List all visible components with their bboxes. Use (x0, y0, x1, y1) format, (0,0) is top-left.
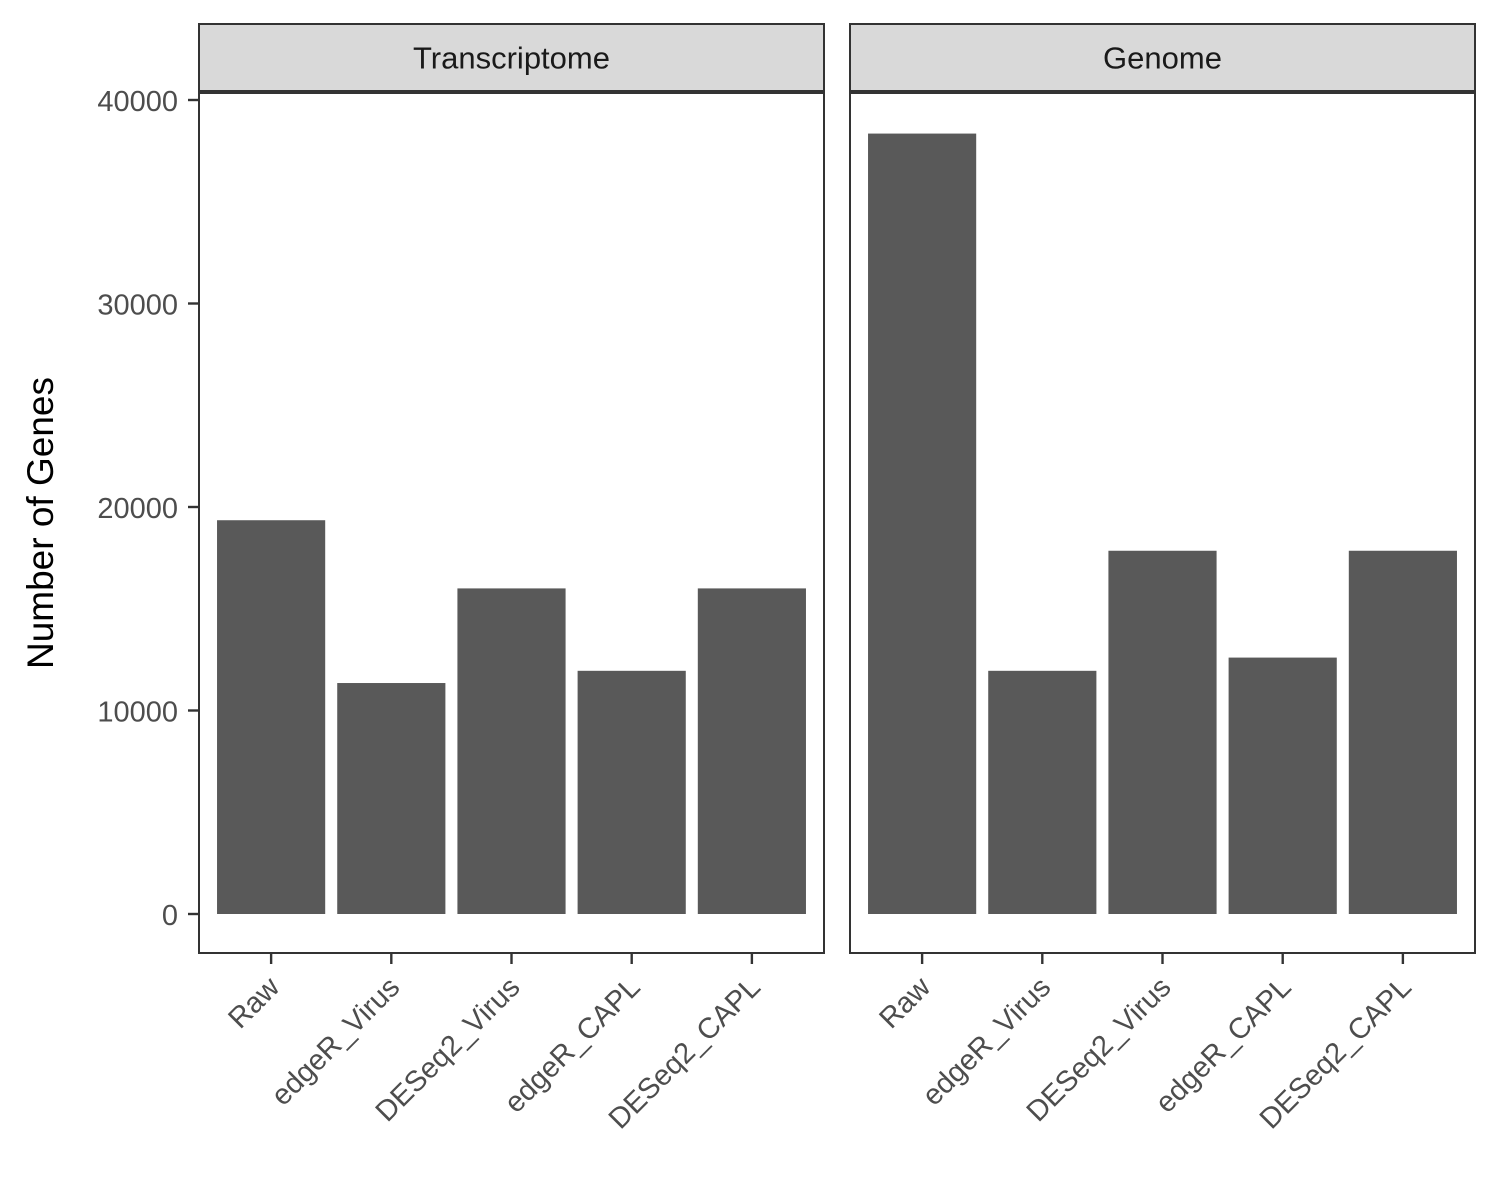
bar-raw (868, 133, 977, 914)
y-tick-label: 0 (162, 900, 178, 932)
facet-title: Genome (1103, 41, 1222, 76)
x-tick-label: Raw (222, 971, 286, 1035)
facet-panels: TranscriptomeRawedgeR_VirusDESeq2_Viruse… (198, 23, 1476, 1135)
bar-deseq2-virus (1108, 550, 1217, 914)
bar-edger-virus (337, 683, 446, 914)
bar-edger-capl (577, 670, 686, 914)
bar-raw (217, 520, 326, 914)
bar-edger-capl (1228, 657, 1337, 914)
y-axis-label: Number of Genes (20, 377, 61, 669)
bar-deseq2-capl (1348, 550, 1457, 914)
facet-panel-transcriptome: TranscriptomeRawedgeR_VirusDESeq2_Viruse… (198, 23, 825, 1135)
y-tick-label: 30000 (97, 290, 178, 322)
y-tick-label: 40000 (97, 86, 178, 118)
y-tick-label: 20000 (97, 493, 178, 525)
bar-edger-virus (988, 670, 1097, 914)
facet-strip (849, 23, 1476, 92)
bar-deseq2-virus (457, 588, 566, 914)
facet-title: Transcriptome (413, 41, 610, 76)
y-tick-label: 10000 (97, 697, 178, 729)
bar-deseq2-capl (697, 588, 806, 914)
facet-strip (198, 23, 825, 92)
facet-panel-genome: GenomeRawedgeR_VirusDESeq2_VirusedgeR_CA… (849, 23, 1476, 1135)
x-tick-label: Raw (873, 971, 937, 1035)
y-axis: 0 10000 20000 30000 40000 (97, 86, 199, 932)
